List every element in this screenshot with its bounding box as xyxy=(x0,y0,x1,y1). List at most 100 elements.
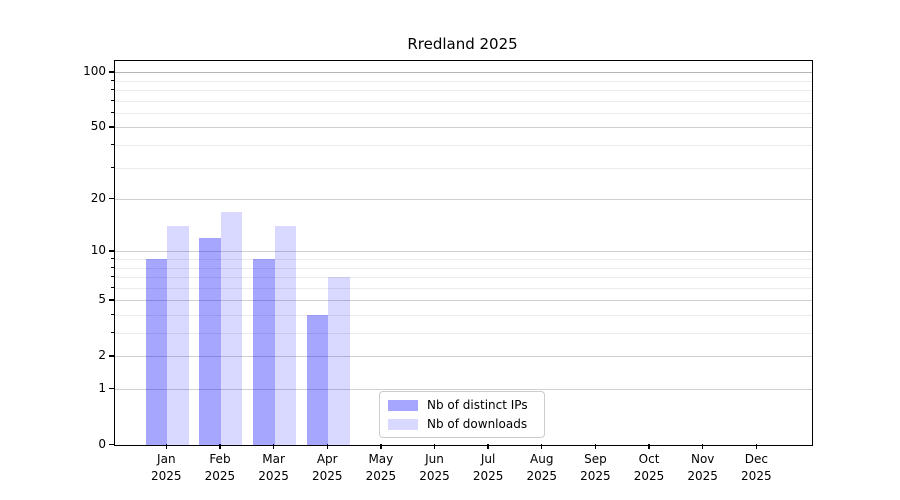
x-tick xyxy=(165,444,167,449)
legend-entry-downloads: Nb of downloads xyxy=(388,417,536,431)
x-tick xyxy=(433,444,436,449)
y-tick-label: 2 xyxy=(98,348,106,363)
bar-downloads-apr xyxy=(328,277,350,445)
x-tick-year: 2025 xyxy=(687,469,718,483)
x-tick xyxy=(594,444,597,449)
x-tick-label-apr: Apr 2025 xyxy=(295,451,359,485)
x-tick-year: 2025 xyxy=(472,469,504,483)
x-tick-label-nov: Nov 2025 xyxy=(671,451,735,485)
x-tick-month: Jun xyxy=(425,452,444,466)
y-tick xyxy=(109,355,114,357)
x-tick-label-sep: Sep 2025 xyxy=(563,451,627,485)
y-tick xyxy=(109,126,114,128)
x-tick-year: 2025 xyxy=(633,469,665,483)
plot-area: Nb of distinct IPs Nb of downloads xyxy=(114,60,813,446)
x-tick-label-feb: Feb 2025 xyxy=(188,451,252,485)
x-tick-year: 2025 xyxy=(311,469,343,483)
x-tick-year: 2025 xyxy=(365,469,397,483)
x-tick-month: Jul xyxy=(480,452,496,466)
x-tick-month: Oct xyxy=(638,452,660,466)
gridline-major xyxy=(115,300,812,302)
gridline-minor xyxy=(115,112,812,114)
x-tick-year: 2025 xyxy=(151,469,182,483)
x-tick xyxy=(487,444,489,449)
gridline-minor xyxy=(115,267,812,269)
gridline-minor xyxy=(115,90,812,92)
gridline-major xyxy=(115,251,812,253)
gridline-minor xyxy=(115,145,812,147)
gridline-major xyxy=(115,389,812,390)
y-tick-label: 100 xyxy=(83,64,106,79)
gridline-major xyxy=(115,356,812,358)
y-tick-minor xyxy=(111,313,114,316)
x-tick xyxy=(648,444,650,449)
x-tick xyxy=(326,444,328,449)
gridline-minor xyxy=(115,259,812,260)
y-tick xyxy=(109,71,114,73)
x-tick-month: Apr xyxy=(316,452,338,466)
y-tick xyxy=(109,444,114,446)
x-tick xyxy=(755,444,758,449)
chart-title: Rredland 2025 xyxy=(407,35,518,53)
x-tick-month: Mar xyxy=(262,452,285,466)
bar-distinct-ips-jan xyxy=(145,259,168,445)
gridline-minor xyxy=(115,167,812,169)
legend: Nb of distinct IPs Nb of downloads xyxy=(379,391,545,438)
y-tick-minor xyxy=(111,266,114,268)
y-tick xyxy=(109,198,114,200)
y-tick-minor xyxy=(111,144,114,146)
y-tick-minor xyxy=(111,166,114,168)
y-tick-label: 20 xyxy=(90,191,106,206)
bar-distinct-ips-apr xyxy=(306,314,329,445)
y-tick-minor xyxy=(111,258,114,260)
x-tick-month: Dec xyxy=(744,452,768,466)
x-tick-month: Aug xyxy=(530,452,554,466)
gridline-minor xyxy=(115,277,812,279)
x-tick-label-mar: Mar 2025 xyxy=(242,451,306,485)
y-tick-label: 50 xyxy=(90,119,106,134)
legend-label-downloads: Nb of downloads xyxy=(427,417,528,431)
x-tick-year: 2025 xyxy=(526,469,558,483)
y-tick-label: 0 xyxy=(98,437,106,451)
y-tick-minor xyxy=(111,332,114,334)
y-tick xyxy=(109,250,114,252)
y-tick-minor xyxy=(111,276,114,278)
x-tick xyxy=(272,444,275,449)
x-tick xyxy=(702,444,704,449)
x-tick-label-dec: Dec 2025 xyxy=(724,451,788,485)
bar-downloads-jan xyxy=(167,226,189,445)
x-tick-year: 2025 xyxy=(204,469,236,483)
y-tick xyxy=(109,388,114,390)
y-tick-label: 1 xyxy=(98,381,106,395)
gridline-minor xyxy=(115,80,812,82)
y-tick-minor xyxy=(111,99,114,102)
x-tick-label-may: May 2025 xyxy=(349,451,413,485)
gridline-minor xyxy=(115,314,812,316)
x-tick-year: 2025 xyxy=(741,469,772,483)
y-tick-label: 10 xyxy=(90,243,106,258)
legend-label-distinct-ips: Nb of distinct IPs xyxy=(427,398,528,412)
x-tick xyxy=(380,444,382,449)
y-tick-minor xyxy=(111,111,114,114)
y-tick-minor xyxy=(111,286,114,289)
x-tick-month: Feb xyxy=(209,452,231,466)
x-tick-month: Nov xyxy=(690,452,715,466)
legend-entry-distinct-ips: Nb of distinct IPs xyxy=(388,398,536,412)
x-tick-label-aug: Aug 2025 xyxy=(510,451,574,485)
gridline-major xyxy=(115,127,812,129)
x-tick-label-jun: Jun 2025 xyxy=(403,451,467,485)
bar-distinct-ips-feb xyxy=(199,237,221,445)
bar-distinct-ips-mar xyxy=(253,259,275,445)
x-tick-year: 2025 xyxy=(258,469,289,483)
bar-downloads-mar xyxy=(274,226,297,445)
x-tick-label-oct: Oct 2025 xyxy=(617,451,681,485)
legend-swatch-distinct-ips xyxy=(388,399,418,411)
y-tick-minor xyxy=(111,79,114,81)
x-tick-year: 2025 xyxy=(580,469,611,483)
x-tick-month: Jan xyxy=(157,452,176,466)
x-tick-year: 2025 xyxy=(419,469,450,483)
gridline-minor xyxy=(115,100,812,102)
x-tick xyxy=(541,444,543,449)
gridline-major xyxy=(115,72,812,74)
